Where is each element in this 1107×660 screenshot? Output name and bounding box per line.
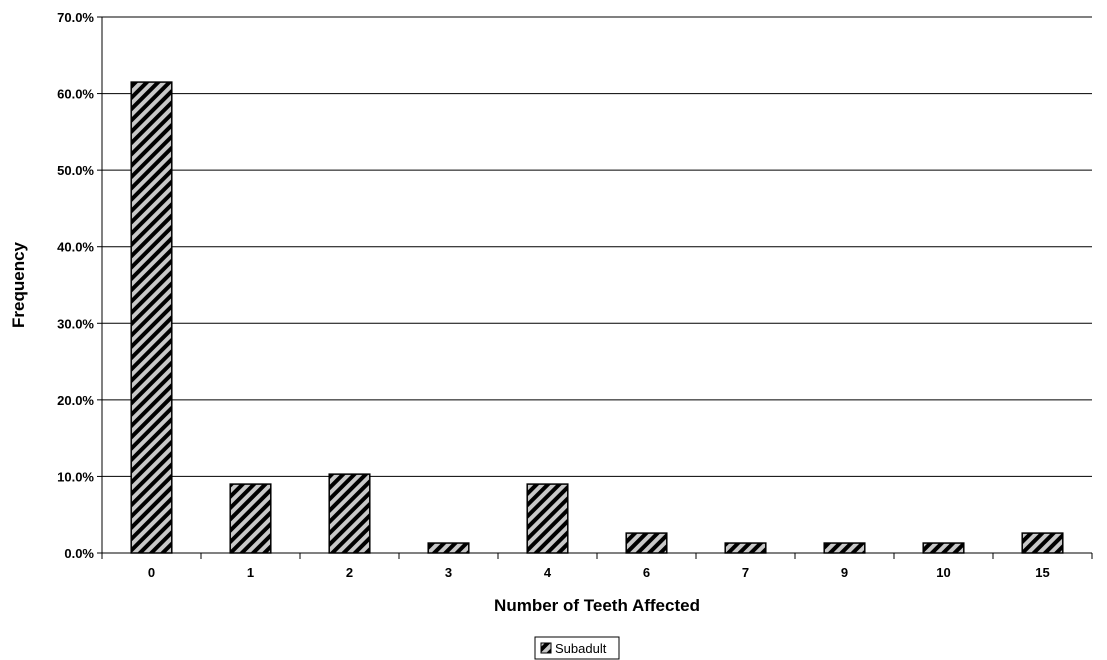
x-tick-label: 1 — [247, 565, 254, 580]
y-tick-label: 40.0% — [57, 240, 94, 255]
x-tick-label: 4 — [544, 565, 552, 580]
bar-15 — [1021, 532, 1064, 554]
y-tick-label: 0.0% — [64, 546, 94, 561]
x-tick-label: 9 — [841, 565, 848, 580]
bar-0 — [130, 81, 173, 554]
bar-10 — [922, 542, 965, 554]
y-tick-label: 20.0% — [57, 393, 94, 408]
axes — [101, 17, 1093, 559]
gridlines — [97, 16, 1092, 554]
bar-9 — [823, 542, 866, 554]
y-axis-title: Frequency — [9, 241, 28, 328]
y-tick-label: 60.0% — [57, 87, 94, 102]
x-tick-label: 10 — [936, 565, 950, 580]
bar-4 — [526, 483, 569, 554]
bar-6 — [625, 532, 668, 554]
bar-7 — [724, 542, 767, 554]
y-tick-label: 30.0% — [57, 316, 94, 331]
legend-box — [534, 636, 620, 660]
x-tick-label: 2 — [346, 565, 353, 580]
bar-3 — [427, 542, 470, 554]
bars — [130, 81, 1064, 554]
legend: Subadult — [534, 636, 620, 660]
x-tick-label: 6 — [643, 565, 650, 580]
y-tick-label: 10.0% — [57, 469, 94, 484]
y-tick-labels: 0.0% 10.0% 20.0% 30.0% 40.0% 50.0% 60.0% 70.0% — [57, 10, 94, 561]
x-tick-label: 0 — [148, 565, 155, 580]
legend-swatch — [540, 642, 552, 654]
x-tick-label: 15 — [1035, 565, 1049, 580]
legend-entry-subadult: Subadult — [555, 641, 607, 656]
x-tick-label: 7 — [742, 565, 749, 580]
x-tick-label: 3 — [445, 565, 452, 580]
bar-1 — [229, 483, 272, 554]
y-tick-label: 70.0% — [57, 10, 94, 25]
bar-2 — [328, 473, 371, 554]
x-axis-title: Number of Teeth Affected — [494, 596, 700, 615]
x-tick-labels: 0 1 2 3 4 6 7 9 10 15 — [148, 565, 1050, 580]
y-tick-label: 50.0% — [57, 163, 94, 178]
